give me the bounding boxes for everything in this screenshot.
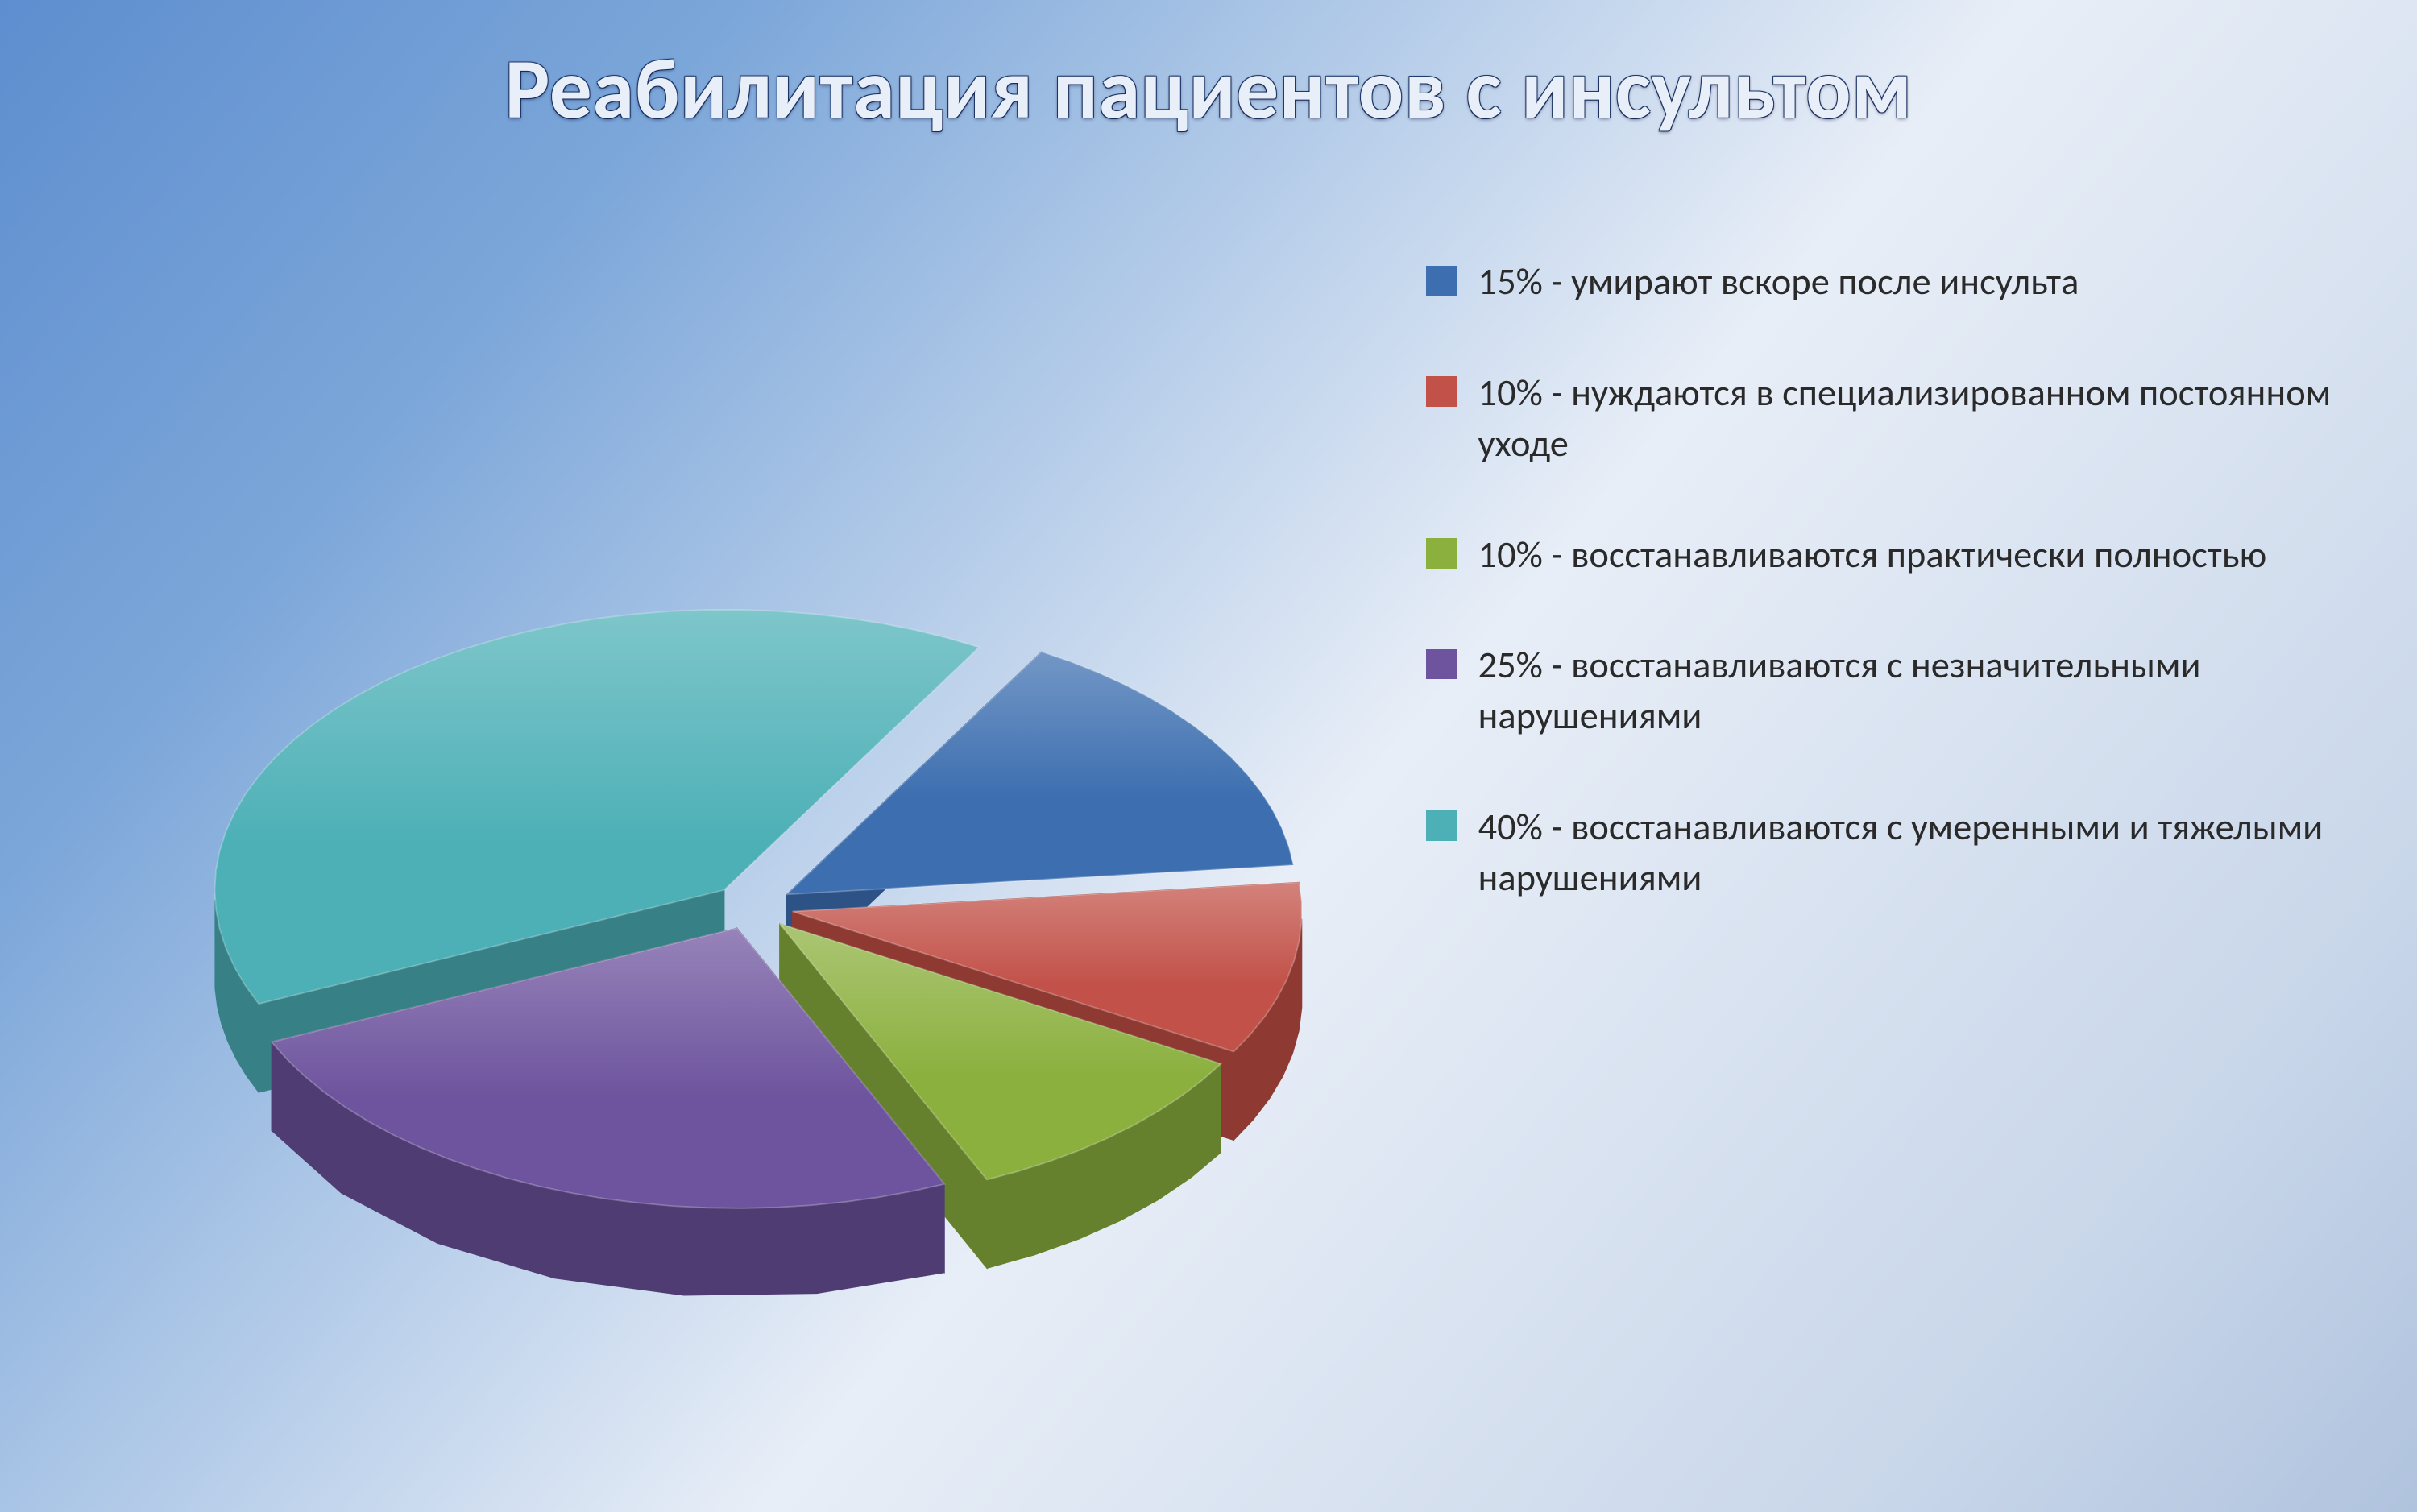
legend-marker [1426, 810, 1457, 841]
legend-label: 25% - восстанавливаются с незначительным… [1478, 640, 2369, 742]
pie-svg [73, 288, 1402, 1467]
legend-marker [1426, 266, 1457, 296]
legend-label: 10% - нуждаются в специализированном пос… [1478, 368, 2369, 470]
legend-item: 25% - восстанавливаются с незначительным… [1426, 640, 2369, 742]
slide: Реабилитация пациентов с инсультом 15% -… [0, 0, 2417, 1512]
legend-item: 10% - восстанавливаются практически полн… [1426, 530, 2369, 581]
legend-label: 40% - восстанавливаются с умеренными и т… [1478, 802, 2369, 904]
legend-label: 15% - умирают вскоре после инсульта [1478, 257, 2079, 308]
legend-item: 15% - умирают вскоре после инсульта [1426, 257, 2369, 308]
pie-chart [73, 288, 1402, 1467]
legend-marker [1426, 376, 1457, 407]
legend-marker [1426, 649, 1457, 680]
legend-marker [1426, 538, 1457, 569]
legend-item: 10% - нуждаются в специализированном пос… [1426, 368, 2369, 470]
slide-title: Реабилитация пациентов с инсультом [0, 38, 2417, 141]
legend-label: 10% - восстанавливаются практически полн… [1478, 530, 2267, 581]
legend: 15% - умирают вскоре после инсульта 10% -… [1426, 257, 2369, 903]
legend-item: 40% - восстанавливаются с умеренными и т… [1426, 802, 2369, 904]
